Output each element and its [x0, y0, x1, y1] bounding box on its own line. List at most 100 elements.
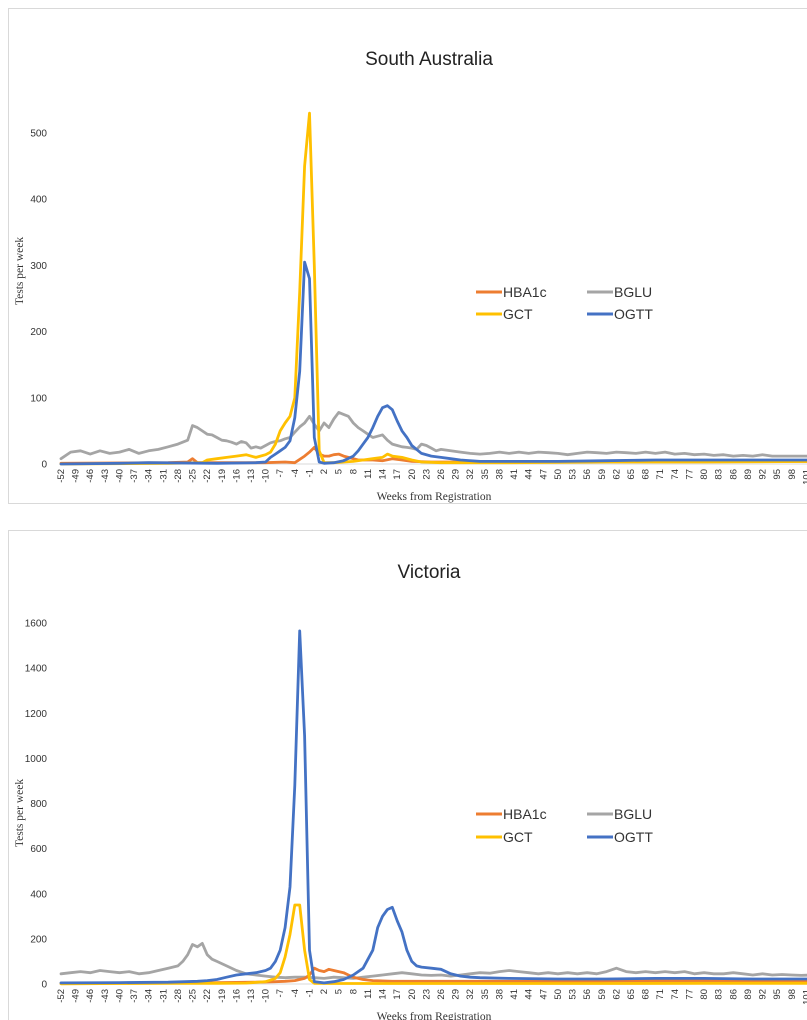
x-tick-label: -40	[114, 469, 125, 483]
x-tick-label: 77	[684, 989, 695, 1000]
x-tick-label: 20	[407, 989, 418, 1000]
chart-title: Victoria	[397, 562, 460, 583]
x-tick-label: -7	[275, 469, 286, 477]
legend-label-bglu: BGLU	[614, 806, 652, 822]
series-line-bglu	[59, 942, 807, 980]
x-tick-label: -16	[231, 989, 242, 1003]
legend-label-bglu: BGLU	[614, 284, 652, 300]
x-tick-label: 71	[655, 989, 666, 1000]
x-tick-label: -37	[129, 989, 140, 1003]
x-tick-label: -46	[85, 989, 96, 1003]
x-tick-label: 74	[670, 989, 681, 1000]
y-axis-label: Tests per week	[14, 237, 26, 305]
series-line-hba1c	[59, 966, 807, 985]
y-tick-label: 500	[30, 129, 47, 140]
y-tick-label: 400	[30, 195, 47, 206]
x-tick-label: 92	[758, 469, 769, 480]
x-tick-label: -13	[246, 469, 257, 483]
x-tick-label: 59	[597, 469, 608, 480]
x-tick-label: 89	[743, 989, 754, 1000]
x-tick-label: 14	[378, 989, 389, 1000]
x-tick-label: 65	[626, 469, 637, 480]
x-tick-label: 53	[568, 469, 579, 480]
series-line-gct	[59, 903, 807, 986]
x-tick-label: -4	[290, 989, 301, 997]
x-tick-label: 71	[655, 469, 666, 480]
x-tick-label: -52	[56, 469, 67, 483]
x-tick-label: 2	[319, 469, 330, 474]
x-tick-label: -1	[304, 989, 315, 997]
x-tick-label: 68	[641, 989, 652, 1000]
x-tick-label: -28	[173, 469, 184, 483]
x-tick-label: 101	[801, 469, 807, 485]
x-tick-label: 5	[334, 989, 345, 994]
x-tick-label: 44	[524, 469, 535, 480]
chart-victoria: Victoria 0 200 400 600 800 1000 1200 1400 1600 -52…	[14, 562, 807, 1020]
x-tick-label: -49	[71, 989, 82, 1003]
x-tick-label: 11	[363, 469, 374, 479]
y-tick-label: 200	[30, 327, 47, 338]
x-tick-label: 26	[436, 989, 447, 1000]
x-tick-label: 92	[758, 989, 769, 1000]
x-tick-label: 53	[568, 989, 579, 1000]
x-tick-label: -4	[290, 469, 301, 477]
x-tick-label: 26	[436, 469, 447, 480]
x-tick-label: 44	[524, 989, 535, 1000]
x-tick-label: 14	[378, 469, 389, 480]
x-tick-label: 41	[509, 989, 520, 1000]
x-tick-label: -25	[188, 989, 199, 1003]
x-tick-label: 23	[421, 469, 432, 480]
x-tick-label: 2	[319, 989, 330, 994]
x-tick-label: 80	[699, 469, 710, 480]
x-tick-label: -19	[217, 989, 228, 1003]
x-tick-label: -34	[144, 469, 155, 483]
legend-label-gct: GCT	[503, 829, 533, 845]
x-tick-label: -22	[202, 469, 213, 483]
x-tick-label: 56	[582, 469, 593, 480]
x-tick-label: -49	[71, 469, 82, 483]
chart-panel-south-australia: South Australia 0 100 200 300 400 500 -52 -49 -46…	[8, 8, 807, 504]
x-tick-label: 50	[553, 989, 564, 1000]
x-tick-label: 32	[465, 469, 476, 480]
y-tick-label: 300	[30, 261, 47, 272]
y-tick-label: 800	[30, 799, 47, 810]
x-tick-label: 80	[699, 989, 710, 1000]
x-tick-label: 83	[714, 989, 725, 1000]
x-tick-label: 29	[451, 469, 462, 480]
x-tick-label: 95	[772, 469, 783, 480]
x-tick-label: 47	[538, 469, 549, 480]
chart-title: South Australia	[365, 49, 493, 70]
x-tick-label: 65	[626, 989, 637, 1000]
x-tick-label: 98	[787, 989, 798, 1000]
x-axis-label: Weeks from Registration	[377, 491, 492, 503]
x-tick-label: 38	[494, 469, 505, 480]
y-axis-label: Tests per week	[14, 779, 26, 847]
x-tick-label: 98	[787, 469, 798, 480]
x-tick-label: 89	[743, 469, 754, 480]
x-tick-label: -10	[261, 989, 272, 1003]
x-tick-label: 32	[465, 989, 476, 1000]
x-tick-label: 101	[801, 989, 807, 1005]
x-tick-label: 62	[611, 989, 622, 1000]
legend-label-hba1c: HBA1c	[503, 284, 547, 300]
x-tick-label: -40	[114, 989, 125, 1003]
x-tick-label: 77	[684, 469, 695, 480]
x-tick-label: 17	[392, 989, 403, 1000]
x-tick-label: 83	[714, 469, 725, 480]
y-tick-label: 0	[41, 980, 47, 991]
legend-label-ogtt: OGTT	[614, 306, 653, 322]
x-tick-label: 35	[480, 989, 491, 1000]
x-tick-label: 56	[582, 989, 593, 1000]
x-tick-label: 41	[509, 469, 520, 480]
x-tick-label: 59	[597, 989, 608, 1000]
x-tick-label: -7	[275, 989, 286, 997]
series-line-bglu	[59, 411, 807, 461]
x-tick-label: 23	[421, 989, 432, 1000]
x-tick-label: 35	[480, 469, 491, 480]
series-line-gct	[59, 111, 807, 466]
x-tick-label: 62	[611, 469, 622, 480]
x-tick-label: -16	[231, 469, 242, 483]
y-tick-label: 0	[41, 460, 47, 471]
x-tick-label: 11	[363, 989, 374, 999]
